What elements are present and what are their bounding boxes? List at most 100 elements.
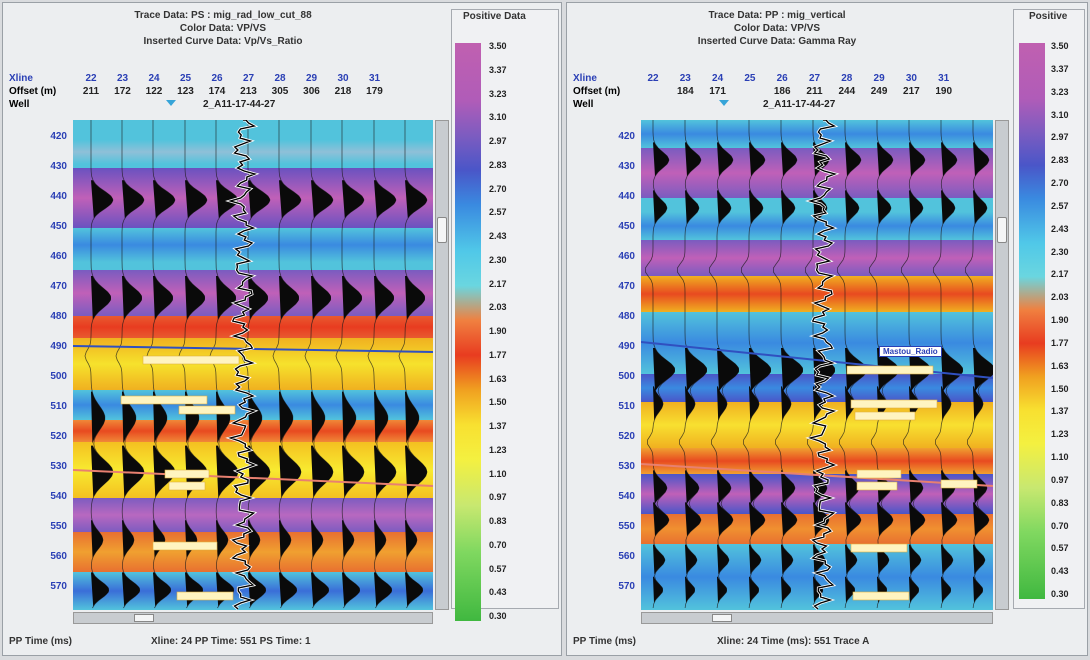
legend-value: 3.50 [489,41,507,51]
offset-value: 218 [334,86,352,97]
legend-value: 0.70 [489,539,507,550]
legend-value: 1.37 [489,421,507,431]
offset-value: 186 [773,86,791,97]
xline-value: 24 [712,73,724,84]
time-tick-label: 510 [50,401,67,412]
legend-value: 0.43 [1051,566,1069,577]
xline-value: 25 [179,73,192,84]
legend-value: 1.77 [489,349,507,360]
xline-value: 22 [647,73,659,84]
seismic-display[interactable] [73,120,433,610]
legend-value: 2.43 [1051,223,1069,234]
legend-value: 2.17 [489,278,507,289]
time-tick-label: 440 [50,191,67,202]
scroll-thumb[interactable] [437,217,447,243]
time-tick-label: 500 [618,371,635,382]
scroll-thumb[interactable] [712,614,732,622]
legend-title: Positive Data [463,11,526,22]
time-tick-label: 480 [618,311,635,322]
time-tick-label: 450 [618,221,635,232]
horizontal-scrollbar[interactable] [73,612,433,624]
legend-value: 1.10 [1051,452,1069,462]
legend-value: 0.97 [489,492,507,503]
vertical-scrollbar[interactable] [435,120,449,610]
xline-value: 27 [808,73,821,84]
legend-value: 0.30 [489,611,507,621]
legend-value: 2.57 [1051,200,1069,211]
time-tick-label: 540 [618,491,635,502]
legend-value: 0.30 [1051,589,1069,599]
legend-value: 3.23 [1051,86,1069,97]
time-tick-label: 480 [50,311,67,322]
right-seismic-panel: Trace Data: PP : mig_vertical Color Data… [566,2,1088,656]
legend-value: 0.43 [489,587,507,598]
xline-value: 24 [148,73,160,84]
horizon-tag[interactable]: Mastou_Radio [879,346,942,357]
scroll-thumb[interactable] [134,614,154,622]
time-tick-label: 490 [50,341,67,352]
legend-value: 3.50 [1051,41,1069,51]
legend-value: 3.37 [489,64,507,75]
xline-label: Xline [9,73,33,84]
offset-value: 244 [838,86,856,97]
legend-value: 1.23 [1051,429,1069,440]
xline-value: 28 [274,73,286,84]
time-tick-label: 540 [50,491,67,502]
xline-value: 29 [305,73,318,84]
left-color-data-title: Color Data: VP/VS [179,23,267,34]
time-tick-label: 490 [618,341,635,352]
legend-value: 2.83 [1051,155,1069,166]
time-tick-label: 420 [50,131,67,142]
legend-value: 2.97 [489,136,507,146]
legend-value: 1.90 [1051,315,1069,325]
legend-value: 2.70 [1051,178,1069,188]
seismic-display[interactable] [641,120,993,610]
legend-value: 3.37 [1051,63,1069,74]
offset-value: 213 [240,86,257,97]
time-tick-label: 550 [618,521,635,532]
xline-value: 22 [85,73,97,84]
offset-label: Offset (m) [573,86,621,97]
triangle-marker-icon[interactable] [166,100,176,106]
offset-value: 122 [145,86,163,97]
legend-value: 3.10 [1051,109,1069,120]
triangle-marker-icon[interactable] [719,100,729,106]
xline-label: Xline [573,73,597,84]
well-name: 2_A11-17-44-27 [203,99,276,110]
right-curve-data-title: Inserted Curve Data: Gamma Ray [697,36,857,47]
offset-value: 172 [114,86,131,97]
offset-value: 217 [903,86,920,97]
offset-label: Offset (m) [9,86,57,97]
offset-value: 174 [208,86,226,97]
offset-value: 211 [806,86,823,97]
legend-value: 2.70 [489,183,507,194]
well-name: 2_A11-17-44-27 [763,99,836,110]
time-tick-label: 570 [618,581,635,592]
time-tick-label: 460 [618,251,635,262]
xline-value: 27 [242,73,255,84]
horizontal-scrollbar[interactable] [641,612,993,624]
right-header: Trace Data: PP : mig_vertical Color Data… [567,9,987,48]
time-tick-label: 530 [50,461,67,472]
right-trace-data-title: Trace Data: PP : mig_vertical [708,10,846,21]
legend-title: Positive [1029,11,1068,22]
scroll-thumb[interactable] [997,217,1007,243]
time-tick-label: 470 [50,281,67,292]
time-tick-label: 530 [618,461,635,472]
xline-value: 26 [211,73,223,84]
legend-value: 2.97 [1051,132,1069,143]
legend-value: 2.43 [489,231,507,241]
xline-value: 26 [776,73,788,84]
vertical-scrollbar[interactable] [995,120,1009,610]
xline-value: 23 [116,73,129,84]
legend-value: 2.83 [489,159,507,170]
legend-value: 1.23 [489,444,507,455]
well-label: Well [573,99,594,110]
legend-value: 1.77 [1051,337,1069,348]
time-tick-label: 430 [50,161,67,172]
offset-value: 249 [870,86,888,97]
legend-value: 2.17 [1051,269,1069,280]
offset-value: 211 [82,86,100,97]
time-tick-label: 450 [50,221,67,232]
time-tick-label: 520 [618,431,635,442]
